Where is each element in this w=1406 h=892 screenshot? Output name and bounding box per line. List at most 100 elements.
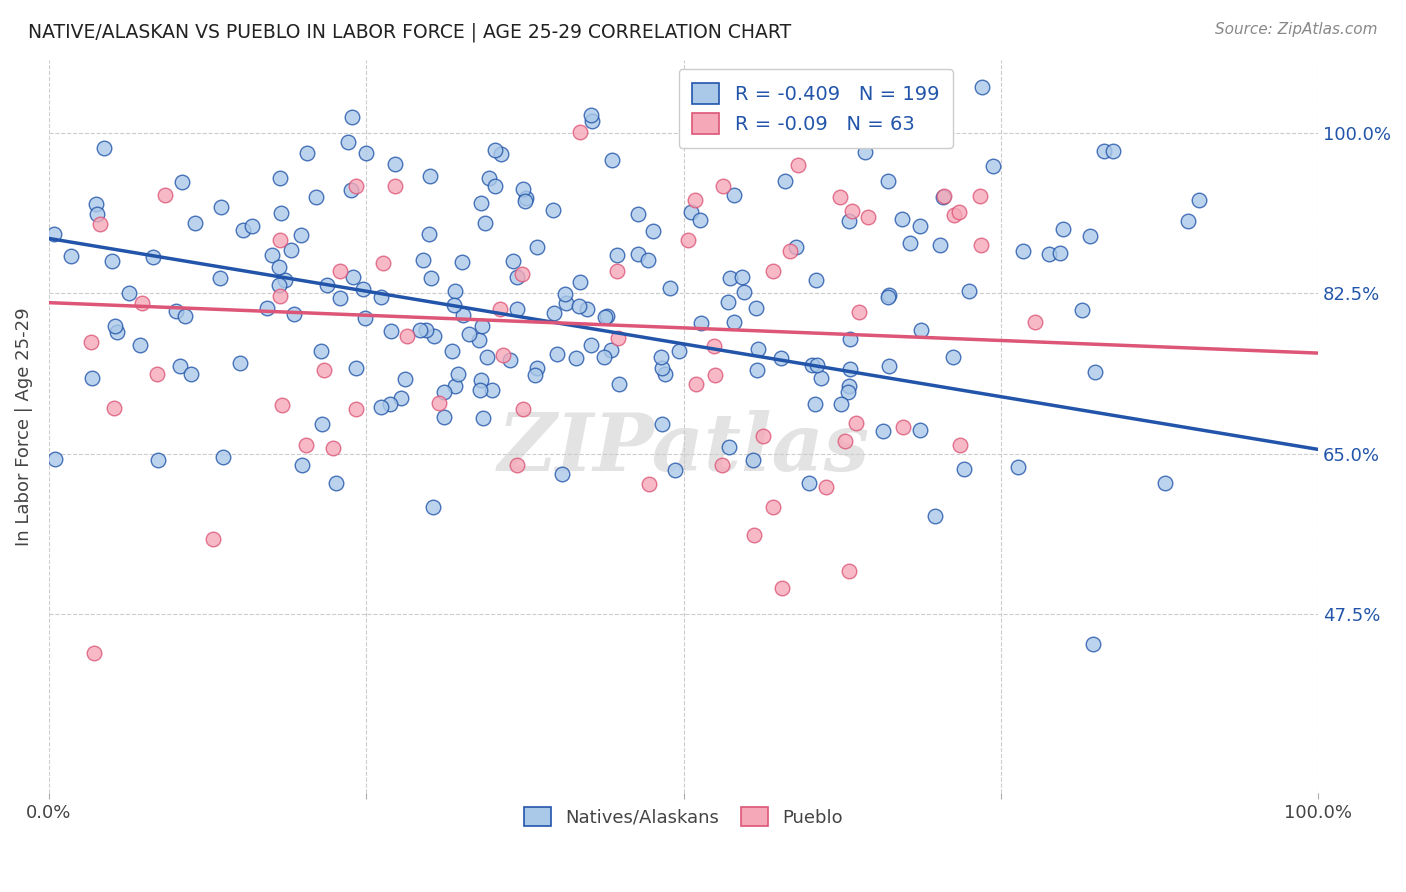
- Point: [762, 264, 785, 278]
- Point: [44, 452, 66, 467]
- Point: [718, 271, 741, 285]
- Point: [311, 417, 333, 431]
- Point: [1084, 365, 1107, 379]
- Point: [512, 182, 534, 196]
- Point: [838, 213, 860, 227]
- Point: [118, 286, 141, 301]
- Point: [422, 500, 444, 514]
- Point: [685, 377, 707, 392]
- Point: [1049, 245, 1071, 260]
- Point: [270, 206, 292, 220]
- Point: [153, 188, 176, 202]
- Point: [689, 213, 711, 227]
- Point: [1071, 302, 1094, 317]
- Point: [82, 370, 104, 384]
- Text: ZIPatlas: ZIPatlas: [498, 409, 870, 487]
- Point: [676, 234, 699, 248]
- Point: [229, 356, 252, 370]
- Point: [451, 255, 474, 269]
- Point: [606, 331, 628, 345]
- Point: [515, 194, 537, 208]
- Point: [394, 372, 416, 386]
- Point: [291, 458, 314, 472]
- Point: [344, 361, 367, 376]
- Point: [581, 338, 603, 352]
- Point: [546, 347, 568, 361]
- Point: [981, 159, 1004, 173]
- Point: [837, 384, 859, 399]
- Point: [370, 290, 392, 304]
- Point: [101, 253, 124, 268]
- Point: [910, 323, 932, 337]
- Point: [845, 416, 868, 430]
- Point: [853, 145, 876, 159]
- Point: [412, 253, 434, 268]
- Point: [1024, 315, 1046, 329]
- Point: [506, 269, 529, 284]
- Point: [664, 463, 686, 477]
- Point: [419, 169, 441, 184]
- Point: [474, 216, 496, 230]
- Point: [429, 396, 451, 410]
- Point: [316, 277, 339, 292]
- Point: [779, 244, 801, 258]
- Point: [354, 146, 377, 161]
- Point: [627, 247, 650, 261]
- Point: [489, 302, 512, 317]
- Point: [569, 125, 592, 139]
- Point: [668, 343, 690, 358]
- Point: [340, 183, 363, 197]
- Point: [433, 384, 456, 399]
- Point: [606, 263, 628, 277]
- Point: [838, 565, 860, 579]
- Point: [970, 237, 993, 252]
- Text: NATIVE/ALASKAN VS PUEBLO IN LABOR FORCE | AGE 25-29 CORRELATION CHART: NATIVE/ALASKAN VS PUEBLO IN LABOR FORCE …: [28, 22, 792, 42]
- Point: [814, 480, 837, 494]
- Point: [931, 190, 953, 204]
- Point: [877, 174, 900, 188]
- Point: [876, 290, 898, 304]
- Point: [169, 359, 191, 373]
- Point: [1177, 214, 1199, 228]
- Point: [396, 329, 419, 343]
- Point: [280, 243, 302, 257]
- Point: [972, 80, 994, 95]
- Point: [834, 96, 856, 111]
- Point: [924, 509, 946, 524]
- Point: [828, 190, 851, 204]
- Point: [481, 383, 503, 397]
- Point: [908, 423, 931, 437]
- Point: [89, 217, 111, 231]
- Point: [510, 267, 533, 281]
- Point: [232, 223, 254, 237]
- Point: [550, 467, 572, 481]
- Point: [484, 178, 506, 193]
- Point: [342, 269, 364, 284]
- Point: [468, 333, 491, 347]
- Point: [593, 350, 616, 364]
- Point: [659, 281, 682, 295]
- Point: [209, 200, 232, 214]
- Point: [440, 343, 463, 358]
- Point: [575, 301, 598, 316]
- Point: [1102, 144, 1125, 158]
- Point: [353, 311, 375, 326]
- Point: [1007, 459, 1029, 474]
- Point: [555, 296, 578, 310]
- Point: [475, 350, 498, 364]
- Point: [523, 368, 546, 382]
- Point: [891, 420, 914, 434]
- Point: [810, 371, 832, 385]
- Point: [384, 178, 406, 193]
- Point: [180, 368, 202, 382]
- Point: [773, 80, 796, 95]
- Point: [770, 351, 793, 366]
- Point: [627, 206, 650, 220]
- Point: [1154, 475, 1177, 490]
- Point: [344, 179, 367, 194]
- Point: [80, 335, 103, 350]
- Point: [747, 362, 769, 376]
- Point: [564, 351, 586, 366]
- Point: [433, 409, 456, 424]
- Point: [948, 438, 970, 452]
